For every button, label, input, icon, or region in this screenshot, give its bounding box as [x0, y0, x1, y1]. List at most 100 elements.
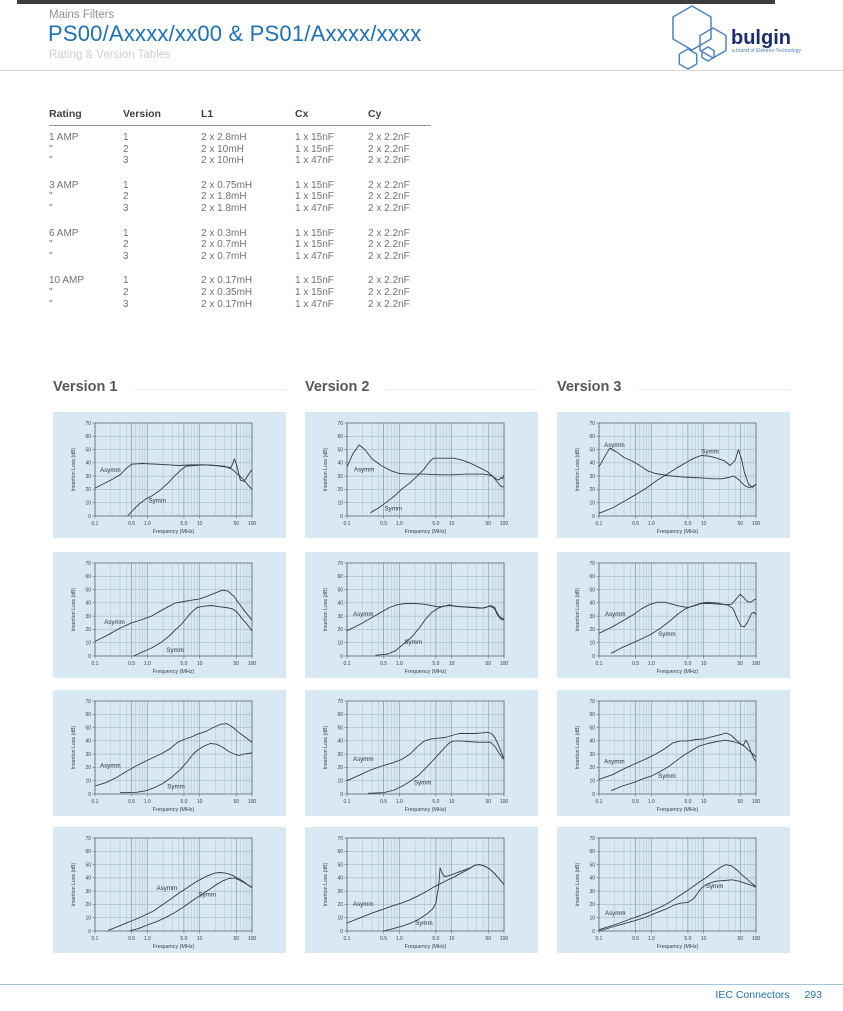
insertion-loss-chart: 0 10 20 30 40 50 60 70 0.1 0.5 1.0 5.0 10 50 100 Insert…: [575, 836, 760, 950]
svg-text:50: 50: [233, 936, 239, 942]
svg-text:1.0: 1.0: [144, 799, 151, 805]
asymm-curve: [598, 732, 757, 780]
page-title: PS00/Axxxx/xx00 & PS01/Axxxx/xxxx: [48, 21, 422, 46]
svg-text:20: 20: [85, 902, 91, 908]
svg-text:20: 20: [85, 487, 91, 493]
table-cell: ": [49, 143, 53, 155]
chart-panel-1amp-v2: 0 10 20 30 40 50 60 70 0.1 0.5 1.0 5.0 10 50 100 Insert…: [305, 412, 538, 538]
series-label: Symm: [701, 449, 719, 456]
category-label: Mains Filters: [49, 9, 115, 21]
y-axis-label: Insertion Loss (dB): [71, 725, 77, 769]
asymm-curve: [108, 872, 253, 931]
chart-panel-10amp-v3: 0 10 20 30 40 50 60 70 0.1 0.5 1.0 5.0 10 50 100 Insert…: [557, 827, 790, 953]
svg-text:30: 30: [589, 614, 595, 620]
svg-text:0.1: 0.1: [596, 521, 603, 527]
version-3-heading: Version 3: [557, 379, 622, 395]
logo-brand-text: bulgin: [731, 27, 791, 49]
x-axis-label: Frequency (MHz): [153, 529, 195, 535]
table-cell: 2 x 0.75mH: [201, 179, 253, 191]
svg-text:0.1: 0.1: [596, 936, 603, 942]
svg-text:30: 30: [337, 474, 343, 480]
svg-text:30: 30: [589, 752, 595, 758]
page-subtitle: Rating & Version Tables: [49, 49, 171, 61]
x-axis-label: Frequency (MHz): [153, 807, 195, 813]
svg-text:20: 20: [589, 487, 595, 493]
svg-text:50: 50: [337, 587, 343, 593]
table-cell: 2 x 1.8mH: [201, 191, 247, 203]
table-cell: 1 x 15nF: [295, 275, 334, 287]
table-cell: 1: [123, 227, 129, 239]
svg-text:5.0: 5.0: [180, 936, 187, 942]
series-label: Asymm: [100, 762, 121, 769]
table-cell: ": [49, 250, 53, 262]
svg-text:0: 0: [340, 929, 343, 935]
table-cell: 2 x 2.2nF: [368, 155, 410, 167]
series-label: Asymm: [354, 466, 375, 473]
table-cell: 2 x 0.35mH: [201, 286, 253, 298]
table-cell: 2 x 0.7mH: [201, 239, 247, 251]
svg-text:5.0: 5.0: [180, 799, 187, 805]
footer: IEC Connectors 293: [715, 989, 822, 1001]
svg-text:70: 70: [589, 699, 595, 705]
table-cell: 1: [123, 132, 129, 143]
bulgin-logo: bulgin a brand of Elektron Technology: [672, 5, 801, 70]
insertion-loss-chart: 0 10 20 30 40 50 60 70 0.1 0.5 1.0 5.0 10 50 100 Insert…: [71, 699, 256, 813]
svg-text:20: 20: [589, 765, 595, 771]
table-cell: ": [49, 239, 53, 251]
svg-text:0.1: 0.1: [92, 799, 99, 805]
svg-text:70: 70: [337, 421, 343, 427]
svg-text:70: 70: [589, 836, 595, 842]
series-label: Asymm: [604, 758, 625, 765]
svg-text:40: 40: [337, 876, 343, 882]
svg-text:0.1: 0.1: [596, 661, 603, 667]
svg-text:100: 100: [248, 661, 257, 667]
svg-text:70: 70: [85, 836, 91, 842]
table-cell: 2 x 0.7mH: [201, 250, 247, 262]
svg-text:40: 40: [589, 461, 595, 467]
svg-text:1.0: 1.0: [648, 661, 655, 667]
table-cell: 1 x 15nF: [295, 227, 334, 239]
table-cell: 3 AMP: [49, 179, 79, 191]
svg-text:10: 10: [85, 779, 91, 785]
svg-text:50: 50: [233, 521, 239, 527]
svg-text:30: 30: [337, 752, 343, 758]
header-divider: [0, 70, 843, 71]
svg-text:10: 10: [197, 661, 203, 667]
svg-text:50: 50: [337, 725, 343, 731]
svg-text:40: 40: [85, 461, 91, 467]
svg-text:10: 10: [85, 916, 91, 922]
table-cell: 2 x 0.17mH: [201, 298, 253, 310]
series-label: Asymm: [353, 756, 374, 763]
svg-text:10: 10: [589, 641, 595, 647]
svg-text:5.0: 5.0: [684, 521, 691, 527]
series-label: Asymm: [353, 901, 374, 908]
svg-text:50: 50: [85, 862, 91, 868]
series-label: Symm: [414, 780, 432, 787]
svg-text:70: 70: [85, 561, 91, 567]
x-axis-label: Frequency (MHz): [657, 807, 699, 813]
table-cell: 2 x 2.2nF: [368, 227, 410, 239]
table-cell: 2 x 2.2nF: [368, 250, 410, 262]
svg-text:0.1: 0.1: [344, 661, 351, 667]
svg-text:100: 100: [248, 936, 257, 942]
svg-text:20: 20: [337, 765, 343, 771]
series-label: Asymm: [604, 442, 625, 449]
asymm-curve: [94, 589, 253, 642]
svg-text:10: 10: [589, 779, 595, 785]
insertion-loss-chart: 0 10 20 30 40 50 60 70 0.1 0.5 1.0 5.0 10 50 100 Insert…: [575, 561, 760, 675]
table-row: 1 AMP 1 2 x 2.8mH 1 x 15nF 2 x 2.2nF: [49, 132, 431, 144]
symm-curve: [598, 449, 757, 514]
svg-text:60: 60: [85, 712, 91, 718]
chart-panel-1amp-v1: 0 10 20 30 40 50 60 70 0.1 0.5 1.0 5.0 10 50 100 Insert…: [53, 412, 286, 538]
series-label: Symm: [199, 891, 217, 898]
table-body: 1 AMP 1 2 x 2.8mH 1 x 15nF 2 x 2.2nF " 2 2 x 10…: [49, 132, 431, 310]
table-cell: 2 x 2.2nF: [368, 179, 410, 191]
svg-text:0.5: 0.5: [380, 799, 387, 805]
svg-text:10: 10: [701, 661, 707, 667]
insertion-loss-chart: 0 10 20 30 40 50 60 70 0.1 0.5 1.0 5.0 10 50 100 Insert…: [575, 421, 760, 535]
svg-text:0.1: 0.1: [92, 936, 99, 942]
symm-curve: [383, 864, 505, 932]
svg-text:30: 30: [85, 752, 91, 758]
table-group: 1 AMP 1 2 x 2.8mH 1 x 15nF 2 x 2.2nF " 2 2 x 10…: [49, 132, 431, 167]
svg-text:1.0: 1.0: [144, 936, 151, 942]
